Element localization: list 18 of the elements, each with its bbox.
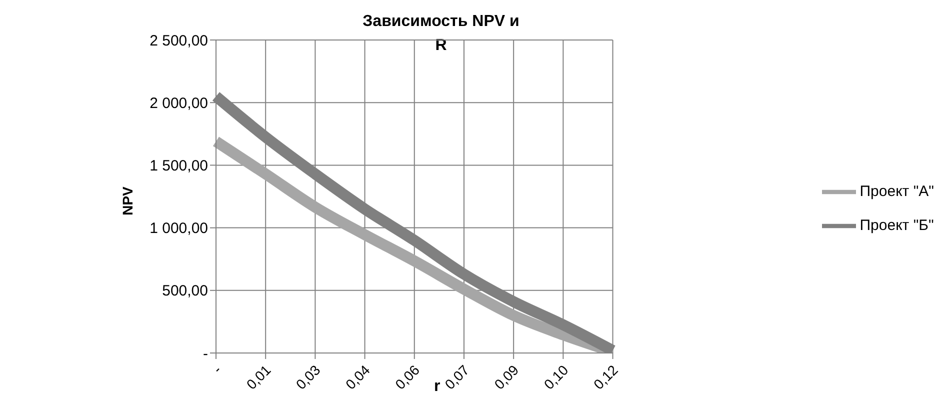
x-tick-label: 0,06 (392, 362, 423, 392)
legend-label: Проект "Б" (860, 217, 934, 234)
x-tick-label: 0,10 (540, 362, 572, 392)
x-tick-label: 0,03 (292, 362, 324, 392)
x-tick-label: 0,12 (590, 362, 622, 392)
x-tick-label: 0,01 (243, 362, 274, 392)
x-axis-title: r (434, 378, 440, 396)
x-tick-label: 0,04 (342, 362, 374, 392)
legend-label: Проект "А" (860, 182, 934, 200)
x-tick-label: - (210, 362, 224, 376)
y-tick-label: 1 500,00 (150, 158, 208, 175)
y-tick-label: 1 000,00 (150, 220, 208, 238)
y-tick-label: 2 000,00 (150, 94, 208, 112)
y-tick-label: 500,00 (162, 282, 208, 300)
x-tick-label: 0,09 (491, 362, 522, 392)
y-tick-label: 2 500,00 (150, 32, 208, 50)
y-axis-title: NPV (119, 186, 136, 216)
y-tick-label: - (203, 345, 208, 362)
